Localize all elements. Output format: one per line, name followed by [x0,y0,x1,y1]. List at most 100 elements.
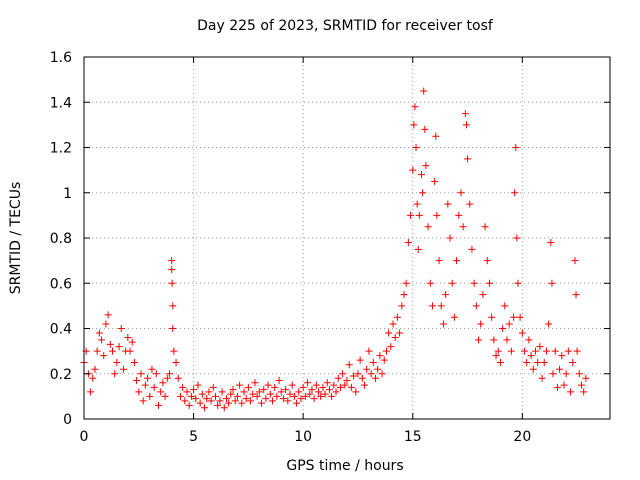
data-point [286,390,294,398]
data-point [382,347,390,355]
data-point [420,87,428,95]
data-point [481,223,489,231]
data-point [168,257,176,265]
data-point [513,234,521,242]
data-point [378,370,386,378]
data-point [496,358,504,366]
data-point [91,365,99,373]
data-point [578,381,586,389]
data-point [293,399,301,407]
data-point [389,320,397,328]
data-point [479,291,487,299]
data-point [244,383,252,391]
data-point [271,383,279,391]
data-point [113,358,121,366]
data-point [168,279,176,287]
data-point [135,388,143,396]
data-point [119,365,127,373]
data-point [249,390,257,398]
data-point [212,392,219,400]
data-point [253,392,261,400]
data-point [418,171,426,179]
data-point [104,311,112,319]
data-point [455,211,463,219]
data-point [196,399,204,407]
data-point [499,325,507,332]
data-point [231,397,239,405]
data-point [407,211,415,219]
data-point [503,336,511,344]
data-point [569,358,577,366]
data-point [174,374,182,382]
data-points [80,87,590,412]
data-point [106,340,114,348]
data-point [459,223,467,231]
data-point [220,404,228,412]
data-point [95,329,103,337]
data-point [564,347,572,355]
data-point [295,388,303,396]
data-point [507,347,515,355]
data-point [472,302,480,310]
data-point [150,383,158,391]
data-point [380,356,388,364]
data-point [365,347,373,355]
data-point [170,347,178,355]
data-point [328,392,336,400]
data-point [168,266,176,274]
data-point [536,343,544,351]
data-point [330,381,338,389]
data-point [187,392,195,400]
data-point [575,370,583,378]
data-point [152,370,160,378]
x-axis-tick-labels: 0 5 10 15 20 [80,429,532,445]
data-point [562,370,570,378]
data-point [415,211,423,219]
data-point [190,386,198,394]
data-point [89,374,97,382]
data-point [242,395,250,403]
data-point [413,200,421,208]
data-point [301,392,309,400]
data-point [172,358,180,366]
data-point [128,338,136,346]
data-point [124,334,132,342]
data-point [450,313,458,321]
data-point [258,399,266,407]
data-point [273,392,281,400]
data-point [336,383,344,391]
data-point [404,239,412,247]
data-point [176,392,184,400]
data-point [367,370,375,378]
data-point [148,365,156,373]
data-point [376,352,384,360]
data-point [512,144,520,151]
data-point [277,388,285,396]
data-point [233,392,241,400]
data-point [209,383,217,391]
data-point [521,347,529,355]
data-point [505,320,513,328]
data-point [457,189,465,197]
data-point [485,279,493,287]
data-point [374,365,382,373]
data-point [548,279,556,287]
x-tick-label: 20 [513,429,531,445]
y-tick-label: 1 [63,186,72,202]
data-point [545,320,553,328]
data-point [306,390,314,398]
data-point [369,358,377,366]
data-point [402,279,410,287]
data-point [540,358,548,366]
data-point [511,189,519,197]
data-point [468,245,476,253]
data-point [556,365,564,373]
y-axis-tick-labels: 0 0.2 0.4 0.6 0.8 1 1.2 1.4 1.6 [50,50,72,428]
data-point [319,383,327,391]
y-tick-label: 0.8 [50,231,72,247]
data-point [117,325,125,332]
data-point [518,329,526,337]
data-point [194,381,202,389]
data-point [494,347,502,355]
